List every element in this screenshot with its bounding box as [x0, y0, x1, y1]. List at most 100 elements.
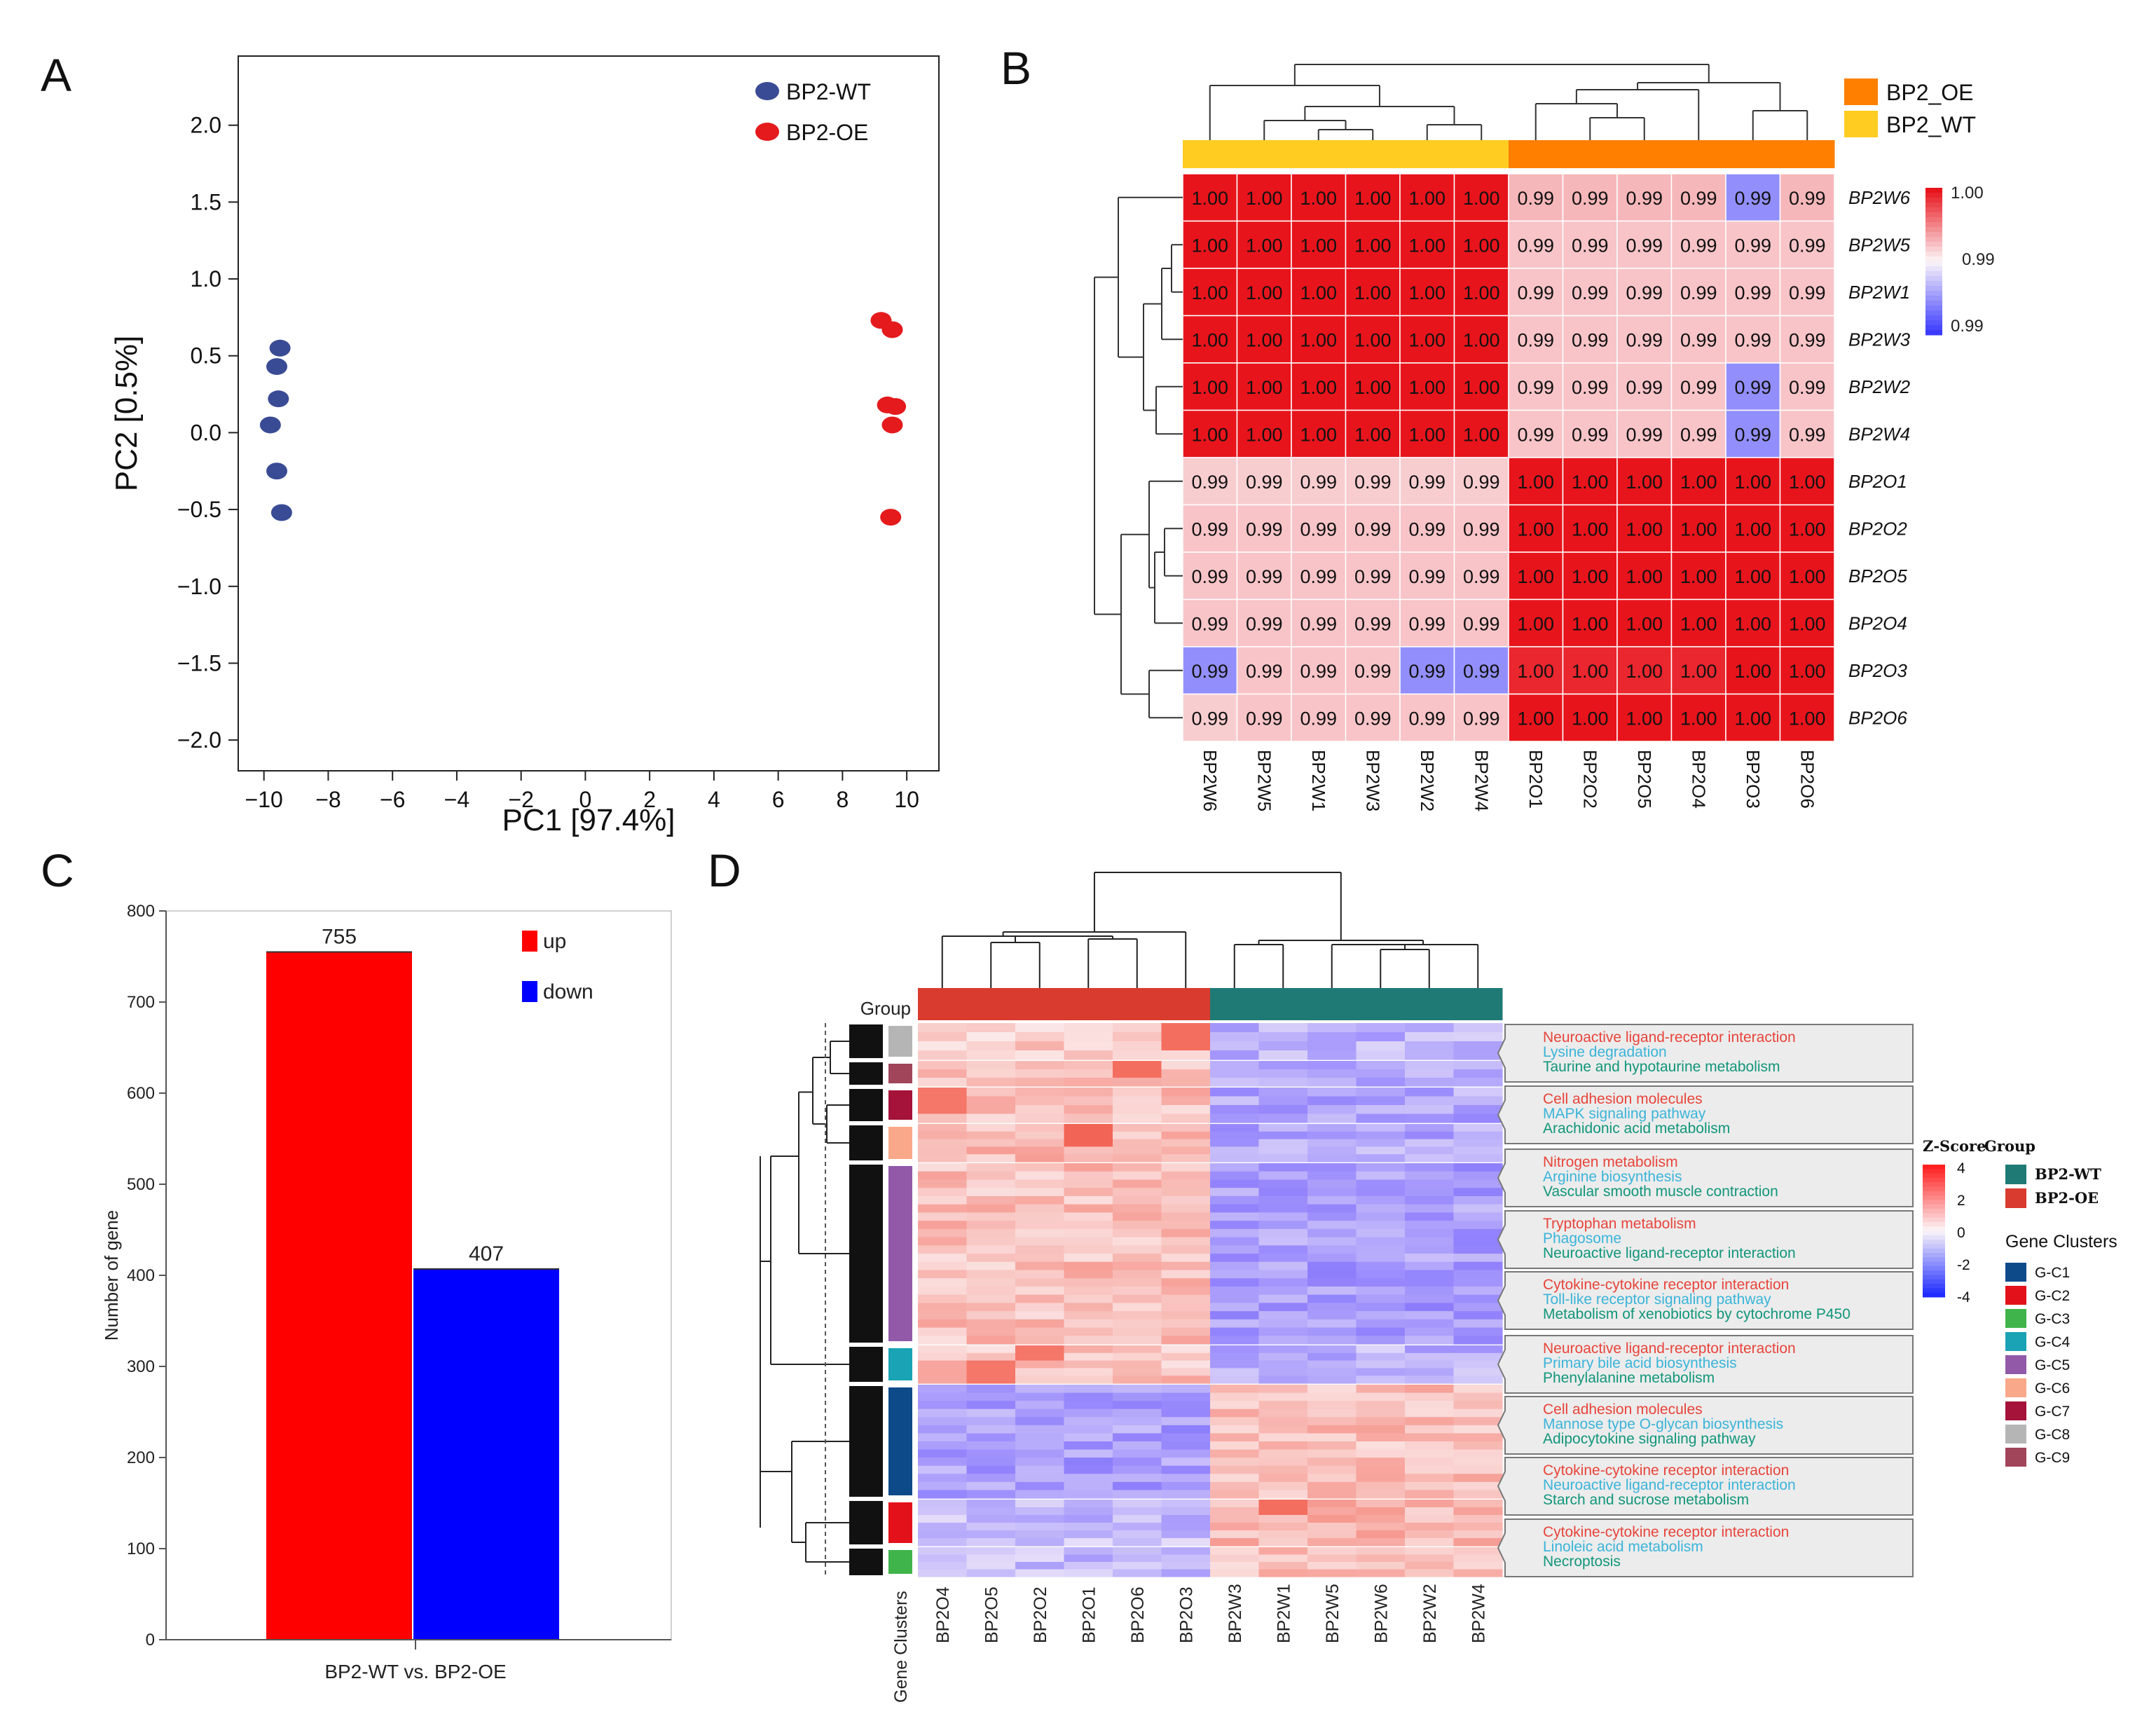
heatmap-cell: [966, 1228, 1016, 1238]
heatmap-cell: [1405, 1131, 1455, 1140]
heatmap-cell: [966, 1515, 1016, 1523]
heatmap-cell: [1113, 1311, 1162, 1320]
cluster-gene-ticks: [849, 1549, 883, 1575]
heatmap-cell: [1725, 173, 1781, 222]
cell-value: 1.00: [1789, 708, 1826, 729]
heatmap-cell: [1725, 504, 1781, 553]
heatmap-cell: [1064, 1417, 1113, 1426]
heatmap-cell: [1064, 1368, 1113, 1376]
heatmap-cell: [966, 1286, 1016, 1296]
heatmap-cell: [966, 1221, 1016, 1230]
heatmap-cell: [1064, 1554, 1113, 1563]
heatmap-cell: [1291, 268, 1347, 317]
heatmap-cell: [1307, 1041, 1357, 1051]
colorbar-step: [1925, 217, 1942, 223]
cell-value: 1.00: [1300, 235, 1337, 256]
legend-label: BP2-WT: [786, 79, 871, 104]
heatmap-cell: [1113, 1061, 1162, 1070]
heatmap-cell: [1453, 1050, 1503, 1060]
heatmap-cell: [1236, 173, 1292, 222]
heatmap-cell: [1307, 1569, 1357, 1577]
heatmap-cell: [1399, 693, 1455, 742]
heatmap-cell: [1113, 1163, 1162, 1172]
heatmap-cell: [1258, 1336, 1308, 1345]
colorbar-step: [1925, 252, 1942, 257]
heatmap-cell: [1210, 1433, 1260, 1442]
heatmap-cell: [1161, 1417, 1211, 1426]
heatmap-cell: [966, 1474, 1016, 1483]
heatmap-cell: [1258, 1303, 1308, 1312]
x-tick-label: 4: [708, 787, 720, 812]
heatmap-cell: [918, 1228, 968, 1238]
legend-marker: [755, 82, 779, 100]
heatmap-cell: [1113, 1228, 1162, 1238]
heatmap-cell: [1236, 504, 1292, 553]
x-tick-label: −10: [245, 787, 283, 812]
heatmap-cell: [966, 1245, 1016, 1254]
heatmap-cell: [1210, 1465, 1260, 1474]
heatmap-cell: [1670, 220, 1726, 269]
heatmap-cell: [1210, 1139, 1260, 1147]
heatmap-cell: [1258, 1146, 1308, 1155]
heatmap-cell: [1307, 1368, 1357, 1376]
heatmap-cell: [1725, 362, 1781, 411]
heatmap-cell: [1258, 1237, 1308, 1246]
heatmap-cell: [1015, 1131, 1065, 1140]
heatmap-cell: [966, 1500, 1016, 1508]
heatmap-cell: [1064, 1345, 1113, 1354]
heatmap-cell: [1015, 1204, 1065, 1213]
cell-value: 0.99: [1626, 329, 1663, 350]
heatmap-cell: [1210, 1500, 1260, 1508]
heatmap-cell: [1307, 1336, 1357, 1345]
heatmap-cell: [1307, 1146, 1357, 1155]
heatmap-cell: [966, 1311, 1016, 1320]
heatmap-cell: [1307, 1547, 1357, 1556]
column-label: BP2O2: [1031, 1586, 1050, 1643]
heatmap-cell: [1307, 1500, 1357, 1508]
cell-value: 0.99: [1246, 661, 1283, 682]
heatmap-cell: [918, 1113, 968, 1123]
group-legend-label: BP2-WT: [2035, 1165, 2101, 1183]
cluster-legend-label: G-C8: [2035, 1427, 2070, 1443]
group-bar-cell: [1307, 988, 1357, 1020]
heatmap-cell: [1405, 1154, 1455, 1163]
group-bar-cell: [1210, 988, 1259, 1020]
heatmap-cell: [918, 1523, 968, 1531]
heatmap-cell: [1015, 1500, 1065, 1508]
heatmap-cell: [1356, 1124, 1406, 1132]
cluster-legend-title: Gene Clusters: [2005, 1232, 2117, 1252]
colorbar-step: [1925, 232, 1942, 238]
cell-value: 1.00: [1246, 282, 1283, 303]
colorbar-step: [1923, 1169, 1945, 1174]
heatmap-cell: [966, 1154, 1016, 1163]
data-point: [268, 390, 289, 408]
column-group-cell: [1183, 140, 1237, 168]
heatmap-cell: [966, 1523, 1016, 1531]
heatmap-cell: [1356, 1345, 1406, 1354]
heatmap-cell: [1113, 1096, 1162, 1106]
heatmap-cell: [1307, 1474, 1357, 1483]
heatmap-cell: [1356, 1408, 1406, 1418]
heatmap-cell: [1779, 362, 1835, 411]
heatmap-cell: [1258, 1538, 1308, 1547]
heatmap-cell: [1356, 1547, 1406, 1556]
heatmap-cell: [1210, 1195, 1260, 1205]
bar: [266, 952, 412, 1640]
heatmap-cell: [1258, 1188, 1308, 1197]
heatmap-cell: [1210, 1154, 1260, 1163]
heatmap-cell: [966, 1327, 1016, 1336]
cell-value: 1.00: [1191, 188, 1228, 209]
cell-value: 0.99: [1191, 519, 1228, 540]
heatmap-cell: [1356, 1221, 1406, 1230]
cell-value: 1.00: [1408, 424, 1446, 445]
heatmap-cell: [1064, 1311, 1113, 1320]
heatmap-cell: [1453, 1515, 1503, 1523]
heatmap-cell: [1113, 1245, 1162, 1254]
colorbar-step: [1925, 212, 1942, 218]
column-label: BP2W1: [1308, 750, 1329, 811]
column-label: BP2W6: [1371, 1584, 1391, 1643]
heatmap-cell: [1210, 1163, 1260, 1172]
heatmap-cell: [1064, 1113, 1113, 1123]
cell-value: 1.00: [1246, 377, 1283, 398]
heatmap-cell: [1258, 1449, 1308, 1458]
